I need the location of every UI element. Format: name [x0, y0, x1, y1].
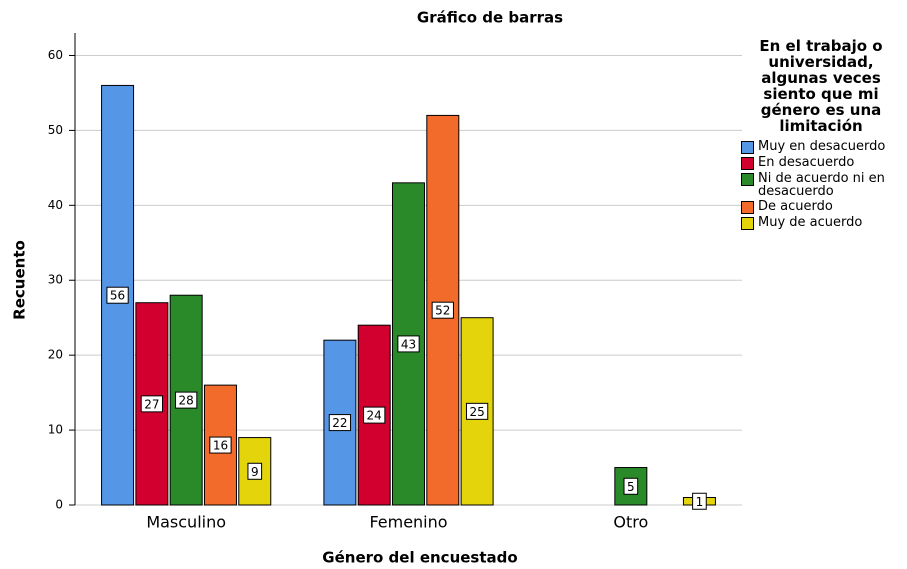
data-label: 16 — [213, 439, 228, 453]
data-label-box — [106, 286, 129, 304]
data-label-box — [363, 406, 386, 424]
legend: En el trabajo o universidad, algunas vec… — [740, 38, 902, 232]
data-label-box — [175, 391, 198, 409]
data-label: 1 — [696, 495, 704, 509]
legend-item: Ni de acuerdo ni en desacuerdo — [740, 172, 902, 198]
data-label: 22 — [332, 416, 347, 430]
data-label-box — [692, 492, 707, 510]
x-axis-label: Género del encuestado — [322, 549, 517, 567]
data-label: 43 — [401, 337, 416, 351]
legend-swatch — [741, 157, 754, 170]
legend-item: Muy de acuerdo — [740, 216, 902, 230]
y-tick-label: 10 — [48, 423, 63, 437]
legend-swatch — [741, 217, 754, 230]
legend-item: En desacuerdo — [740, 156, 902, 170]
x-tick-label: Masculino — [146, 513, 226, 532]
data-label: 9 — [251, 465, 259, 479]
data-label-box — [431, 301, 454, 319]
y-axis-label: Recuento — [11, 240, 29, 320]
data-label: 25 — [469, 405, 484, 419]
legend-label: En desacuerdo — [758, 155, 855, 170]
x-tick-label: Otro — [613, 513, 648, 532]
y-tick-label: 50 — [48, 123, 63, 137]
data-label: 28 — [179, 394, 194, 408]
data-label-box — [397, 335, 420, 353]
y-tick-label: 60 — [48, 48, 63, 62]
y-tick-label: 40 — [48, 198, 63, 212]
data-label: 5 — [627, 480, 635, 494]
data-label-box — [623, 477, 639, 495]
legend-swatch — [741, 141, 754, 154]
legend-label: Muy en desacuerdo — [758, 139, 886, 154]
legend-title: En el trabajo o universidad, algunas vec… — [759, 37, 883, 135]
data-label: 56 — [110, 289, 125, 303]
data-label: 24 — [367, 409, 382, 423]
legend-label: Ni de acuerdo ni en desacuerdo — [758, 171, 885, 199]
y-tick-label: 0 — [55, 498, 63, 512]
data-label-box — [247, 462, 263, 480]
legend-swatch — [741, 201, 754, 214]
legend-label: Muy de acuerdo — [758, 215, 863, 230]
data-label: 27 — [144, 397, 159, 411]
x-tick-label: Femenino — [369, 513, 447, 532]
legend-swatch — [741, 173, 754, 186]
chart-title: Gráfico de barras — [417, 9, 563, 27]
legend-item: Muy en desacuerdo — [740, 140, 902, 154]
legend-label: De acuerdo — [758, 199, 833, 214]
data-label-box — [465, 402, 489, 420]
data-label-box — [140, 395, 164, 413]
data-label-box — [209, 436, 232, 454]
data-label-box — [328, 414, 352, 432]
y-tick-label: 30 — [48, 273, 63, 287]
y-tick-label: 20 — [48, 348, 63, 362]
legend-item: De acuerdo — [740, 200, 902, 214]
data-label: 52 — [435, 304, 450, 318]
